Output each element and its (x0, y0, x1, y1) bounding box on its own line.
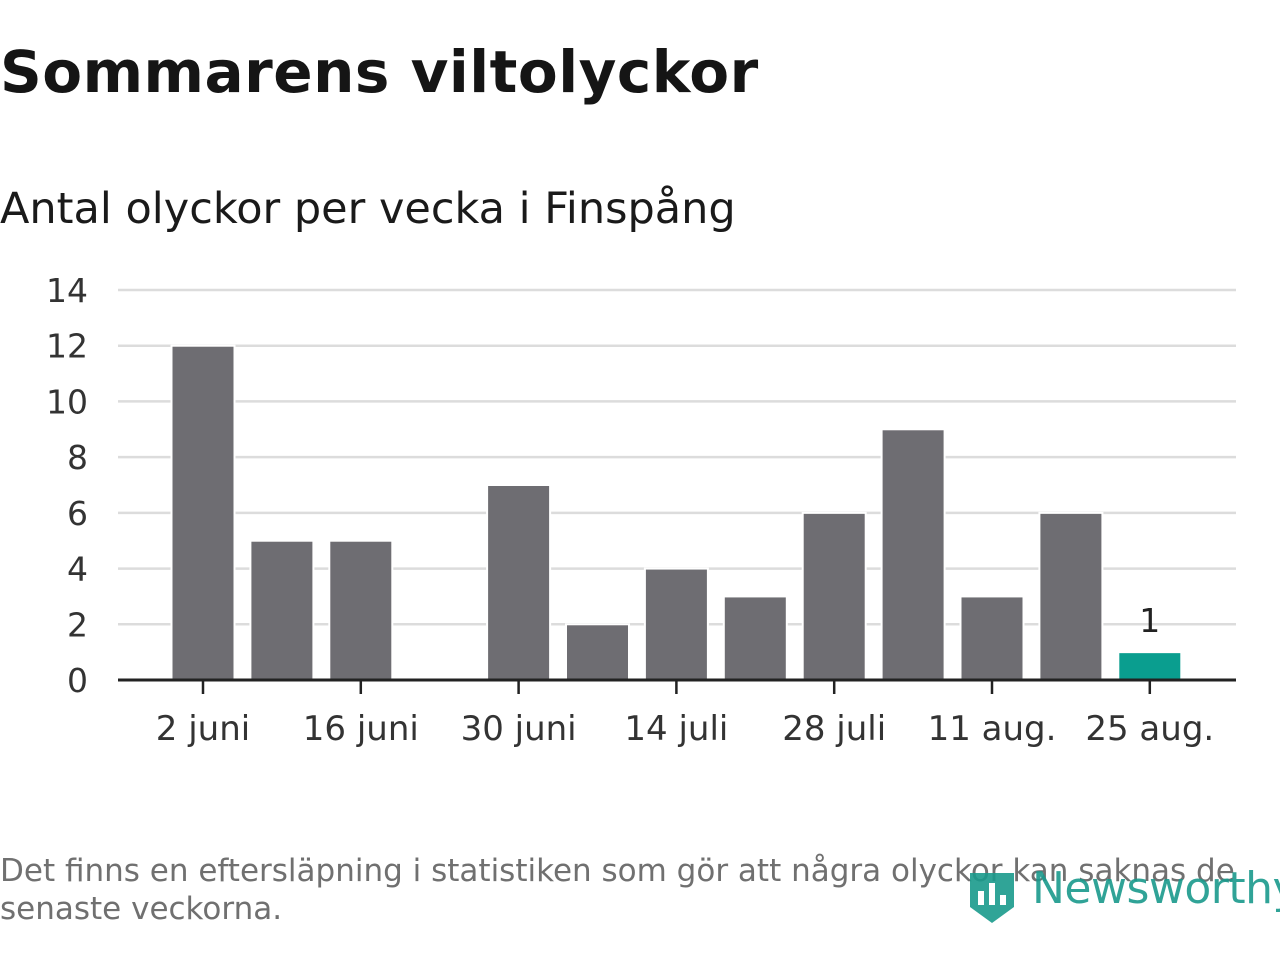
y-tick-label: 10 (46, 382, 88, 421)
chart-title: Sommarens viltolyckor (0, 38, 759, 106)
x-tick-label: 16 juni (303, 709, 419, 749)
y-tick-label: 0 (67, 661, 88, 700)
y-tick-label: 2 (67, 605, 88, 644)
bar (249, 539, 315, 682)
bar (1038, 511, 1104, 681)
y-axis-ticks: 0 2 4 6 8 10 12 14 (46, 271, 88, 700)
bars (170, 344, 1183, 682)
brand-logo: Newsworthy (962, 855, 1280, 931)
bar (801, 511, 867, 681)
bar (1117, 651, 1183, 681)
x-tick-label: 25 aug. (1085, 709, 1214, 749)
bar (565, 623, 630, 681)
y-tick-label: 14 (46, 271, 88, 310)
bar-chart: 0 2 4 6 8 10 12 14 1 2 juni 16 juni 30 juni 14 jul… (46, 271, 1236, 749)
x-tick-label: 11 aug. (928, 709, 1057, 749)
y-tick-label: 4 (67, 550, 88, 589)
x-tick-label: 2 juni (156, 709, 250, 749)
data-label: 1 (1139, 601, 1160, 640)
footnote: Det finns en eftersläpning i statistiken… (0, 853, 1235, 927)
bar (643, 567, 709, 682)
chart-subtitle: Antal olyckor per vecka i Finspång (0, 184, 736, 234)
x-tick-label: 30 juni (461, 709, 577, 749)
x-axis: 2 juni 16 juni 30 juni 14 juli 28 juli 11 aug… (118, 678, 1236, 749)
bar (170, 344, 236, 681)
y-tick-label: 8 (67, 438, 88, 477)
newsworthy-logo-icon (970, 873, 1014, 923)
data-labels: 1 (1139, 601, 1160, 640)
x-tick-label: 14 juli (624, 709, 728, 749)
bar (328, 539, 394, 682)
bar (880, 428, 946, 681)
brand-name: Newsworthy (1032, 863, 1280, 914)
y-tick-label: 6 (67, 494, 88, 533)
x-tick-label: 28 juli (782, 709, 886, 749)
bar (486, 484, 552, 681)
y-tick-label: 12 (46, 327, 88, 366)
bar (959, 595, 1025, 681)
bar (722, 595, 788, 681)
